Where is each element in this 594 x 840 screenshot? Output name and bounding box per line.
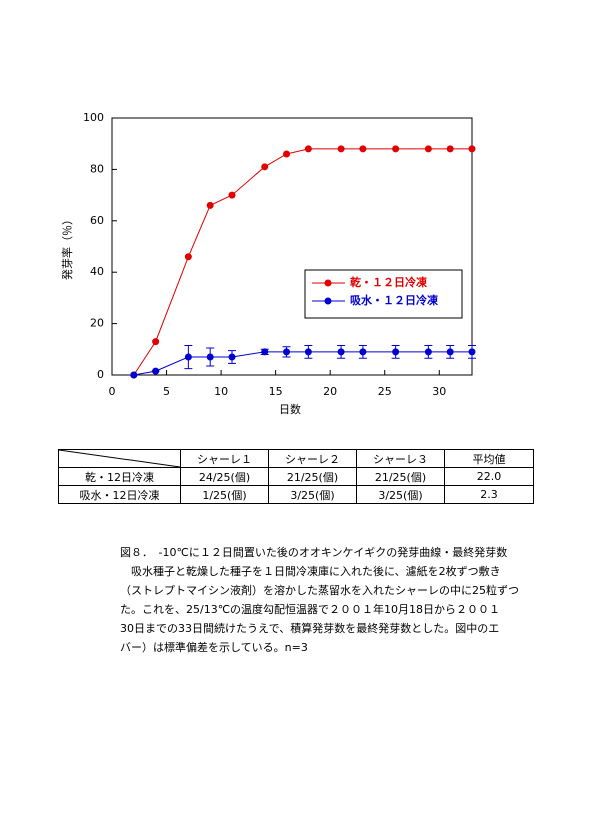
point bbox=[283, 150, 291, 158]
point bbox=[206, 201, 214, 209]
y-tick-label: 100 bbox=[83, 111, 104, 124]
legend-label: 乾・１２日冷凍 bbox=[350, 275, 428, 289]
series-line bbox=[133, 351, 472, 376]
td: 21/25(個) bbox=[356, 467, 445, 486]
td: 2.3 bbox=[444, 485, 534, 504]
x-tick-label: 30 bbox=[432, 385, 446, 398]
legend-box bbox=[304, 269, 463, 319]
point bbox=[130, 371, 138, 379]
th: シャーレ１ bbox=[180, 449, 269, 468]
point bbox=[468, 348, 476, 356]
x-tick-label: 0 bbox=[109, 385, 116, 398]
x-tick-label: 25 bbox=[378, 385, 392, 398]
point bbox=[337, 145, 345, 153]
caption-line: 吸水種子と乾燥した種子を１日間冷凍庫に入れた後に、濾紙を2枚ずつ敷き bbox=[120, 565, 501, 578]
diag bbox=[59, 450, 180, 467]
legend-marker bbox=[324, 297, 332, 305]
y-tick-label: 40 bbox=[90, 265, 104, 278]
point bbox=[392, 145, 400, 153]
point bbox=[152, 367, 160, 375]
point bbox=[392, 348, 400, 356]
td: 1/25(個) bbox=[180, 485, 269, 504]
data-table: シャーレ１ シャーレ２ シャーレ３ 平均値 乾・12日冷凍 24/25(個) 21/… bbox=[58, 449, 534, 504]
point bbox=[283, 348, 291, 356]
y-tick-label: 0 bbox=[97, 368, 104, 381]
point bbox=[337, 348, 345, 356]
caption-line: た。これを、25/13℃の温度勾配恒温器で２００１年10月18日から２００１ bbox=[120, 603, 501, 616]
x-axis-label: 日数 bbox=[279, 403, 301, 416]
td: 3/25(個) bbox=[356, 485, 445, 504]
x-tick-label: 5 bbox=[163, 385, 170, 398]
y-tick-label: 20 bbox=[90, 317, 104, 330]
td: 3/25(個) bbox=[268, 485, 357, 504]
series-line bbox=[133, 148, 472, 376]
point bbox=[424, 348, 432, 356]
point bbox=[184, 253, 192, 261]
point bbox=[446, 348, 454, 356]
x-tick-label: 10 bbox=[214, 385, 228, 398]
td: 24/25(個) bbox=[180, 467, 269, 486]
point bbox=[304, 145, 312, 153]
td: 吸水・12日冷凍 bbox=[58, 485, 181, 504]
caption-line: （ストレプトマイシン液剤）を溶かした蒸留水を入れたシャーレの中に25粒ずつ bbox=[120, 584, 519, 597]
x-tick-label: 15 bbox=[269, 385, 283, 398]
caption-line: 図８． -10℃に１２日間置いた後のオオキンケイギクの発芽曲線・最終発芽数 bbox=[120, 546, 508, 559]
point bbox=[261, 348, 269, 356]
legend-marker bbox=[324, 279, 332, 287]
point bbox=[152, 338, 160, 346]
legend-label: 吸水・１２日冷凍 bbox=[350, 293, 439, 307]
point bbox=[468, 145, 476, 153]
td: 乾・12日冷凍 bbox=[58, 467, 181, 486]
point bbox=[228, 191, 236, 199]
caption-line: バー）は標準偏差を示している。n=3 bbox=[120, 641, 308, 654]
th: シャーレ２ bbox=[268, 449, 357, 468]
caption: 図８． -10℃に１２日間置いた後のオオキンケイギクの発芽曲線・最終発芽数 吸水… bbox=[120, 543, 552, 657]
x-tick-label: 20 bbox=[323, 385, 337, 398]
point bbox=[359, 145, 367, 153]
th: シャーレ３ bbox=[356, 449, 445, 468]
point bbox=[184, 353, 192, 361]
plot-frame bbox=[111, 117, 473, 376]
th: 平均値 bbox=[444, 449, 534, 468]
point bbox=[261, 163, 269, 171]
caption-line: 30日までの33日間続けたうえで、積算発芽数を最終発芽数とした。図中のエ bbox=[120, 622, 500, 635]
diag-cell bbox=[58, 449, 181, 468]
td: 22.0 bbox=[444, 467, 534, 486]
point bbox=[228, 353, 236, 361]
point bbox=[304, 348, 312, 356]
y-axis-label: 発芽率（％） bbox=[60, 214, 74, 280]
point bbox=[424, 145, 432, 153]
y-tick-label: 60 bbox=[90, 214, 104, 227]
point bbox=[446, 145, 454, 153]
y-tick-label: 80 bbox=[90, 162, 104, 175]
point bbox=[206, 353, 214, 361]
td: 21/25(個) bbox=[268, 467, 357, 486]
chart: 日数 発芽率（％） 0 20 40 60 80 100 0 5 10 15 20 25 30 乾・１２日冷… bbox=[60, 111, 476, 416]
point bbox=[359, 348, 367, 356]
